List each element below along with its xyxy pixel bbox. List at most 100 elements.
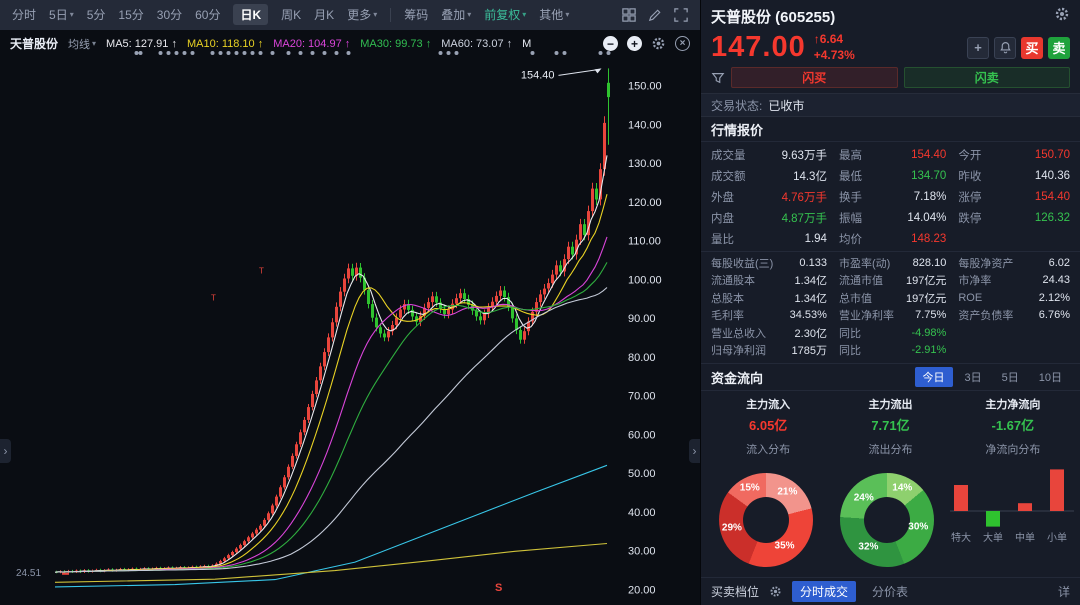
svg-text:110.00: 110.00 (628, 235, 661, 247)
fundamental-cell: 同比 -4.98% (838, 326, 947, 340)
fundamental-cell (958, 342, 1070, 360)
svg-text:30.00: 30.00 (628, 545, 656, 557)
quote-cell: 成交额 14.3亿 (711, 170, 827, 183)
outflow-distribution-donut-chart: 14% 30% 32% 24% (840, 473, 935, 568)
gear-icon[interactable] (651, 36, 666, 51)
distribution-charts: 21% 35% 29% 15% 14% 30% 32% 24% 特大 大单 中单 小单 (701, 459, 1080, 577)
ma-legend-item: MA20: 104.97 ↑ (273, 37, 351, 50)
fundamental-cell: 流通股本 1.34亿 (711, 275, 827, 288)
detail-link[interactable]: 详 (1057, 585, 1070, 599)
toolbar-item-fenshi[interactable]: 分时 (12, 8, 37, 23)
sell-button[interactable]: 卖 (1048, 36, 1070, 59)
toolbar-item-daily-k[interactable]: 日K (233, 4, 269, 26)
settings-gear-icon[interactable] (1054, 6, 1070, 27)
quote-cell: 涨停 154.40 (958, 190, 1070, 204)
distribution-label: 净流向分布 (985, 444, 1041, 457)
depth-gear-icon[interactable] (769, 585, 782, 598)
status-label: 交易状态: (711, 98, 763, 113)
fundamental-cell: 毛利率 34.53% (711, 309, 827, 323)
toolbar-item-other[interactable]: 其他 ▾ (539, 8, 570, 23)
toolbar-item-forward-adjust[interactable]: 前复权 ▾ (484, 8, 527, 23)
fundamental-cell: 总市值 197亿元 (838, 292, 947, 305)
current-price: 147.00 (711, 31, 806, 64)
ma-legend: MA5: 127.91 ↑ MA10: 118.10 ↑ MA20: 104.97 … (106, 38, 512, 50)
money-flow-tab-10日[interactable]: 10日 (1038, 372, 1062, 385)
toolbar-item-15min[interactable]: 15分 (118, 8, 144, 23)
fundamental-cell: 同比 -2.91% (838, 344, 947, 358)
quote-cell: 均价 148.23 (838, 232, 947, 246)
left-panel-handle[interactable]: › (0, 438, 11, 463)
fullscreen-icon[interactable] (674, 8, 688, 22)
collapse-panel-icon[interactable]: − (603, 36, 618, 52)
bottom-tab-分时成交[interactable]: 分时成交 (792, 581, 857, 602)
svg-text:140.00: 140.00 (628, 119, 662, 131)
money-flow-tab-今日[interactable]: 今日 (914, 367, 953, 388)
depth-label[interactable]: 买卖档位 (711, 585, 760, 599)
svg-text:40.00: 40.00 (628, 507, 656, 519)
ma-selector[interactable]: 均线 ▾ (68, 38, 97, 51)
chevron-down-icon: ▾ (522, 10, 527, 20)
svg-text:小单: 小单 (1047, 532, 1067, 544)
toolbar-item-weekly-k[interactable]: 周K (281, 8, 302, 23)
fundamental-cell: 市净率 24.43 (958, 274, 1070, 288)
quote-cell: 昨收 140.36 (958, 169, 1070, 183)
toolbar-divider (390, 7, 392, 22)
bottom-tab-分价表[interactable]: 分价表 (872, 585, 909, 599)
fundamental-cell: 每股收益(三) 0.133 (711, 256, 827, 270)
fundamental-cell: 归母净利润 1785万 (711, 345, 827, 358)
chevron-down-icon: ▾ (373, 10, 378, 20)
toolbar-item-60min[interactable]: 60分 (195, 8, 221, 23)
toolbar-item-5min[interactable]: 5分 (86, 8, 106, 23)
svg-text:24.51: 24.51 (16, 568, 41, 579)
donut-segment-label: 29% (721, 522, 742, 534)
kline-chart-area[interactable]: 天普股份 均线 ▾ MA5: 127.91 ↑ MA10: 118.10 ↑ MA20… (0, 30, 700, 605)
toolbar-item-30min[interactable]: 30分 (156, 8, 183, 23)
svg-text:80.00: 80.00 (628, 352, 656, 364)
flash-sell-button[interactable]: 闪卖 (903, 67, 1070, 89)
add-indicator-icon[interactable]: + (627, 36, 642, 52)
alert-bell-icon[interactable] (994, 36, 1016, 59)
candlestick-chart[interactable]: T T 150.00 140.00 130.00 120.00 110.00 100.00 90… (0, 31, 700, 605)
toolbar-item-monthly-k[interactable]: 月K (314, 8, 335, 23)
quote-section-title: 行情报价 (701, 117, 1080, 143)
trade-buttons: + 买 卖 (967, 36, 1070, 59)
flash-buy-button[interactable]: 闪买 (731, 67, 898, 89)
divider-handle[interactable]: › (689, 438, 700, 463)
toolbar-item-overlay[interactable]: 叠加 ▾ (441, 8, 472, 23)
multi-grid-icon[interactable] (622, 8, 636, 22)
close-icon[interactable]: × (675, 36, 690, 52)
quote-cell: 内盘 4.87万手 (711, 212, 827, 225)
toolbar-item-five-day[interactable]: 5日 ▾ (49, 8, 74, 23)
chevron-down-icon: ▾ (92, 39, 97, 49)
money-flow-column: 主力流出 7.71亿 (868, 399, 913, 434)
fundamental-cell: 营业总收入 2.30亿 (711, 327, 827, 340)
money-flow-column: 主力流入 6.05亿 (746, 399, 791, 434)
ma-legend-item: MA60: 73.07 ↑ (441, 37, 513, 50)
toolbar-item-chips[interactable]: 筹码 (404, 8, 429, 23)
price-change: ↑6.64 +4.73% (814, 32, 855, 63)
quote-cell: 外盘 4.76万手 (711, 191, 827, 204)
draw-pencil-icon[interactable] (648, 8, 662, 22)
money-flow-title: 资金流向 (711, 370, 764, 386)
buy-button[interactable]: 买 (1021, 36, 1043, 59)
donut-segment-label: 21% (777, 486, 798, 498)
filter-icon[interactable] (711, 71, 725, 85)
add-watchlist-button[interactable]: + (967, 36, 989, 59)
fundamental-cell: 资产负债率 6.76% (958, 309, 1070, 323)
change-percent: +4.73% (813, 47, 855, 62)
svg-text:S: S (495, 582, 502, 594)
fundamental-cell: 每股净资产 6.02 (958, 256, 1070, 270)
inflow-distribution-donut-chart: 21% 35% 29% 15% (718, 473, 813, 568)
ma-suffix: M (522, 37, 532, 50)
quote-header: 天普股份 (605255) (701, 0, 1080, 30)
stock-title: 天普股份 (605255) (711, 9, 836, 26)
money-flow-tab-5日[interactable]: 5日 (1001, 372, 1019, 385)
donut-segment-label: 30% (908, 521, 929, 533)
bottom-tab-bar: 买卖档位 分时成交 分价表 详 (701, 577, 1080, 605)
change-value: ↑6.64 (813, 32, 844, 46)
money-flow-tab-3日[interactable]: 3日 (964, 372, 982, 385)
quote-grid: 成交量 9.63万手 最高 154.40 今开 150.70 成交额 14.3亿 最低 134.7… (701, 142, 1080, 251)
toolbar-item-more[interactable]: 更多 ▾ (347, 8, 378, 23)
chart-stock-name: 天普股份 (10, 37, 59, 52)
